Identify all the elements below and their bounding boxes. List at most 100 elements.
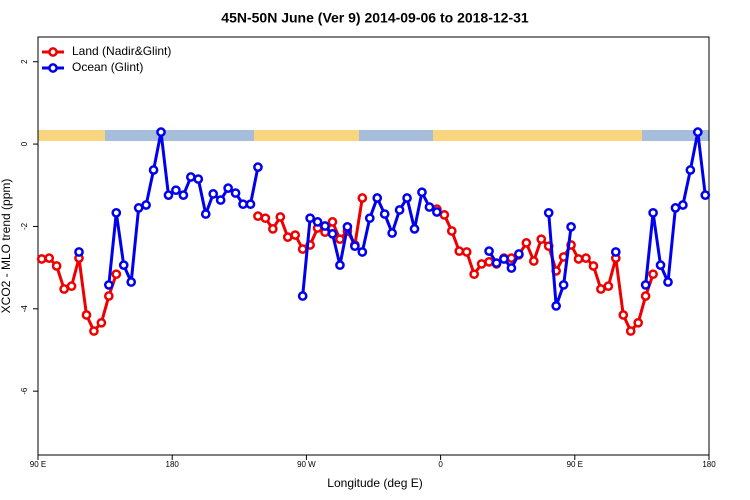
data-point bbox=[59, 284, 69, 294]
legend-label: Ocean (Glint) bbox=[72, 60, 143, 74]
data-point bbox=[648, 269, 658, 280]
data-point bbox=[506, 263, 517, 273]
data-point bbox=[640, 280, 651, 290]
data-point bbox=[633, 317, 644, 328]
data-point bbox=[387, 228, 397, 238]
data-point bbox=[558, 280, 569, 290]
data-point bbox=[327, 217, 338, 227]
data-point bbox=[692, 127, 703, 137]
data-point bbox=[439, 210, 450, 220]
data-point bbox=[663, 277, 673, 287]
data-point bbox=[461, 247, 472, 257]
data-point bbox=[409, 224, 420, 234]
data-point bbox=[603, 281, 614, 292]
land-band bbox=[38, 130, 105, 141]
data-point bbox=[514, 249, 524, 259]
data-point bbox=[51, 261, 62, 271]
y-tick-label: -2 bbox=[20, 222, 29, 230]
data-point bbox=[640, 291, 651, 301]
land-band bbox=[254, 130, 359, 141]
data-point bbox=[208, 189, 219, 199]
data-point bbox=[44, 253, 55, 263]
data-point bbox=[148, 165, 159, 175]
data-point bbox=[290, 230, 301, 240]
data-point bbox=[446, 226, 457, 236]
data-point bbox=[126, 277, 137, 287]
data-point bbox=[581, 253, 591, 263]
data-point bbox=[193, 174, 204, 184]
data-point bbox=[402, 193, 412, 203]
data-point bbox=[66, 281, 77, 292]
y-tick-label: 2 bbox=[20, 59, 29, 64]
data-point bbox=[171, 185, 181, 196]
data-point bbox=[335, 234, 345, 245]
data-point bbox=[543, 207, 554, 218]
series-line bbox=[107, 130, 707, 308]
data-point bbox=[499, 254, 509, 264]
data-point bbox=[253, 162, 263, 172]
data-point bbox=[372, 193, 383, 203]
data-point bbox=[618, 310, 629, 320]
data-point bbox=[74, 247, 84, 257]
x-tick-label: 90 W bbox=[297, 460, 316, 469]
data-point bbox=[260, 213, 271, 224]
data-point bbox=[335, 260, 345, 270]
data-point bbox=[185, 172, 196, 182]
data-point bbox=[469, 269, 479, 280]
x-tick-label: 90 E bbox=[567, 460, 583, 469]
legend-marker bbox=[48, 63, 58, 73]
chart-title: 45N-50N June (Ver 9) 2014-09-06 to 2018-… bbox=[221, 10, 529, 26]
data-point bbox=[133, 203, 144, 213]
data-point bbox=[655, 260, 666, 270]
x-tick-label: 90 E bbox=[30, 460, 46, 469]
data-point bbox=[111, 207, 122, 218]
data-point bbox=[103, 291, 114, 301]
data-point bbox=[103, 280, 114, 290]
data-point bbox=[230, 188, 241, 198]
data-point bbox=[484, 246, 494, 256]
data-point bbox=[305, 213, 315, 224]
data-point bbox=[417, 187, 427, 198]
data-point bbox=[96, 317, 107, 328]
data-point bbox=[625, 326, 636, 336]
data-point bbox=[350, 241, 360, 252]
data-point bbox=[320, 221, 330, 231]
legend-label: Land (Nadir&Glint) bbox=[72, 44, 171, 58]
data-point bbox=[275, 212, 286, 222]
data-point bbox=[141, 200, 151, 210]
data-point bbox=[245, 199, 256, 210]
data-point bbox=[536, 234, 547, 245]
data-point bbox=[596, 284, 606, 294]
data-point bbox=[81, 310, 92, 320]
data-point bbox=[610, 247, 621, 257]
ocean-band bbox=[105, 130, 254, 141]
data-point bbox=[424, 202, 435, 212]
data-point bbox=[223, 183, 233, 193]
data-point bbox=[454, 246, 465, 256]
data-point bbox=[700, 190, 711, 200]
data-point bbox=[357, 193, 368, 203]
data-point bbox=[484, 257, 494, 267]
data-point bbox=[118, 260, 129, 270]
data-point bbox=[685, 165, 696, 175]
data-point bbox=[678, 200, 688, 210]
data-point bbox=[551, 301, 562, 311]
data-point bbox=[432, 207, 442, 217]
data-point bbox=[297, 244, 308, 254]
data-point bbox=[476, 259, 487, 269]
data-point bbox=[394, 205, 405, 215]
data-point bbox=[36, 254, 47, 264]
ocean-band bbox=[359, 130, 433, 141]
data-point bbox=[178, 190, 189, 200]
data-point bbox=[156, 127, 166, 137]
data-point bbox=[588, 261, 599, 271]
x-tick-label: 180 bbox=[702, 460, 716, 469]
data-point bbox=[312, 217, 323, 227]
data-point bbox=[282, 232, 293, 242]
data-point bbox=[670, 203, 681, 213]
data-point bbox=[297, 291, 308, 301]
data-point bbox=[342, 222, 353, 232]
data-point bbox=[566, 222, 576, 232]
y-tick-label: -4 bbox=[20, 305, 29, 313]
